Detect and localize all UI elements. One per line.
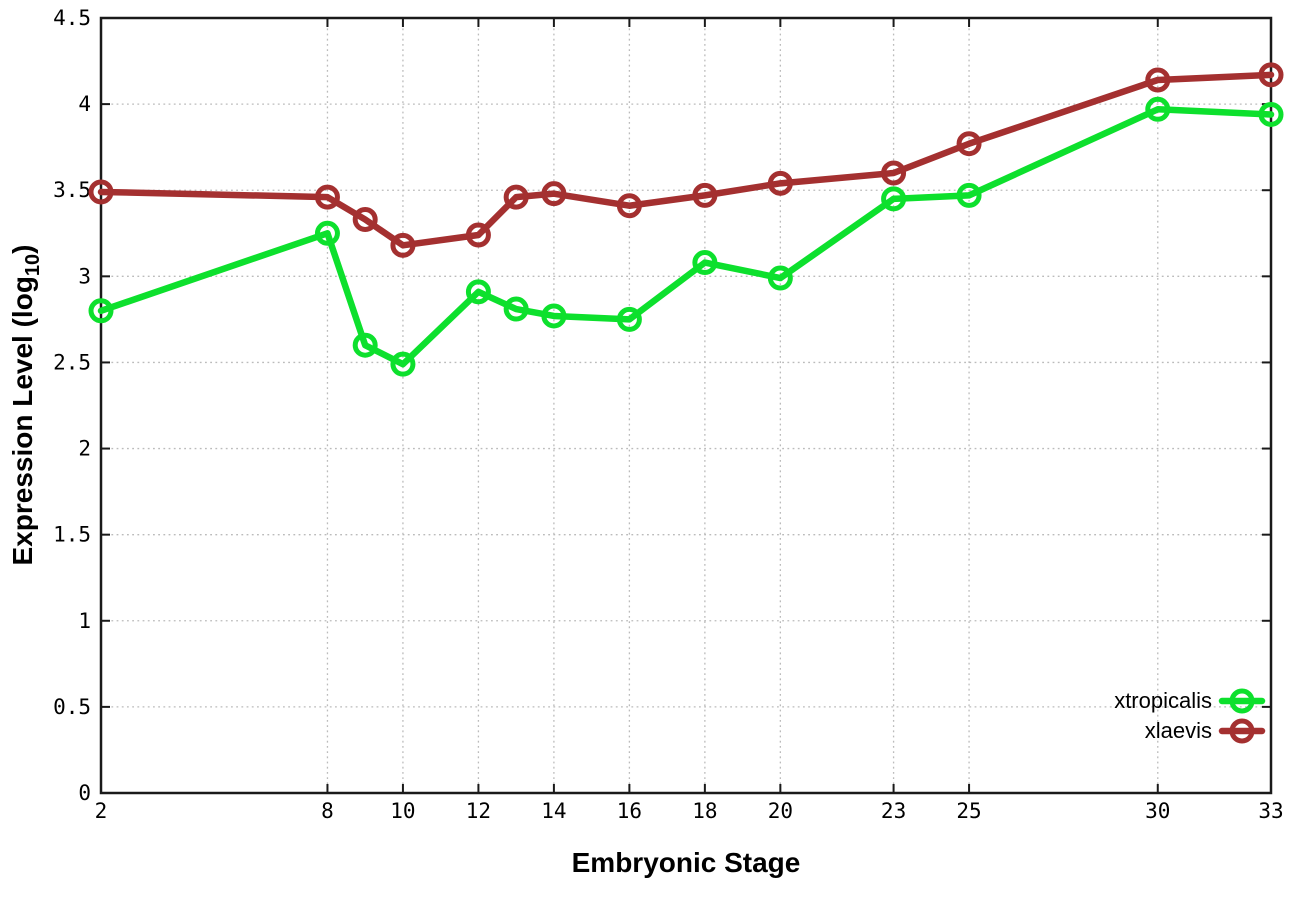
x-axis-title: Embryonic Stage (572, 847, 801, 878)
y-tick-label: 1 (78, 609, 91, 633)
data-point-xtropicalis (541, 303, 567, 329)
data-point-xlaevis (465, 222, 491, 248)
data-point-xtropicalis (352, 332, 378, 358)
data-point-xlaevis (503, 184, 529, 210)
y-tick-label: 2.5 (53, 350, 91, 374)
axis-layer: 2 8 10 12 14 16 18 20 23 25 30 33 0 0.5 1 1.5 2 2.5 3 3.5 4 4… (53, 6, 1284, 823)
y-axis-title-subscript: 10 (22, 254, 44, 276)
x-tick-label: 33 (1258, 799, 1283, 823)
data-point-xlaevis (390, 232, 416, 258)
data-point-xtropicalis (88, 298, 114, 324)
data-point-xtropicalis (503, 296, 529, 322)
plot-border (99, 16, 1273, 795)
x-tick-label: 25 (956, 799, 981, 823)
data-point-xlaevis (881, 160, 907, 186)
data-point-xtropicalis (956, 182, 982, 208)
data-point-xtropicalis (881, 186, 907, 212)
data-point-xtropicalis (1145, 96, 1171, 122)
data-point-xlaevis (692, 182, 718, 208)
y-tick-label: 3.5 (53, 178, 91, 202)
data-point-xlaevis (314, 184, 340, 210)
data-point-xtropicalis (616, 306, 642, 332)
x-tick-label: 20 (768, 799, 793, 823)
x-tick-label: 14 (541, 799, 566, 823)
data-point-xtropicalis (314, 220, 340, 246)
y-tick-label: 1.5 (53, 523, 91, 547)
series-line-xtropicalis (97, 106, 1275, 368)
y-tick-label: 0.5 (53, 695, 91, 719)
data-point-xlaevis (88, 179, 114, 205)
y-tick-label: 2 (78, 437, 91, 461)
data-point-xlaevis (352, 207, 378, 232)
data-point-xlaevis (541, 181, 567, 207)
x-tick-label: 16 (617, 799, 642, 823)
y-tick-label: 4.5 (53, 6, 91, 30)
x-tick-label: 12 (466, 799, 491, 823)
x-tick-label: 23 (881, 799, 906, 823)
y-tick-label: 3 (78, 264, 91, 288)
data-point-xlaevis (1145, 67, 1171, 93)
data-point-xlaevis (767, 170, 793, 196)
y-tick-label: 4 (78, 92, 91, 116)
x-tick-label: 30 (1145, 799, 1170, 823)
x-tick-label: 8 (321, 799, 334, 823)
legend-marker-xlaevis (1229, 718, 1255, 744)
legend-label-xtropicalis: xtropicalis (1114, 688, 1212, 713)
data-point-xtropicalis (1258, 101, 1284, 127)
data-point-xlaevis (956, 131, 982, 157)
legend: xtropicalis xlaevis (1114, 688, 1266, 744)
legend-marker-xtropicalis (1229, 688, 1255, 714)
data-point-xtropicalis (465, 279, 491, 305)
data-point-xlaevis (616, 193, 642, 219)
y-axis-title: Expression Level (log10) (7, 245, 44, 566)
series-layer (88, 62, 1284, 377)
y-axis-title-close: ) (7, 245, 38, 254)
data-point-xtropicalis (692, 250, 718, 276)
x-tick-label: 10 (390, 799, 415, 823)
series-line-xlaevis (97, 71, 1275, 249)
x-tick-label: 2 (95, 799, 108, 823)
data-point-xtropicalis (767, 265, 793, 291)
data-point-xlaevis (1258, 62, 1284, 88)
x-tick-label: 18 (692, 799, 717, 823)
legend-label-xlaevis: xlaevis (1145, 718, 1212, 743)
y-axis-title-text: Expression Level (log (7, 276, 38, 565)
y-tick-label: 0 (78, 781, 91, 805)
grid-layer (101, 18, 1271, 793)
data-point-xtropicalis (390, 351, 416, 377)
